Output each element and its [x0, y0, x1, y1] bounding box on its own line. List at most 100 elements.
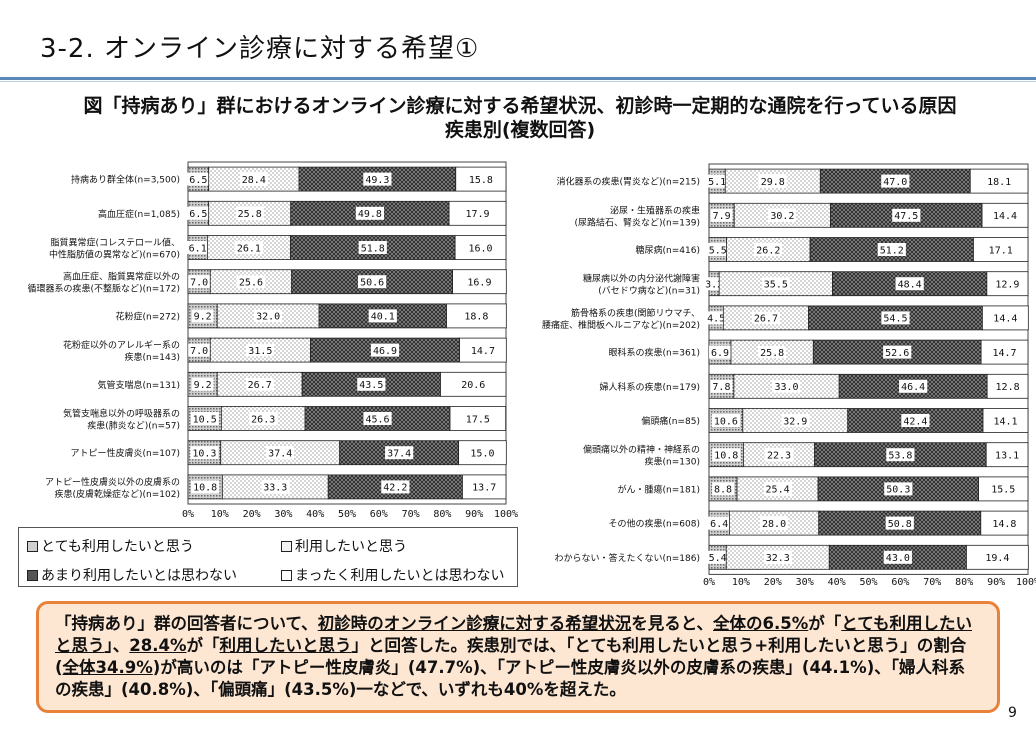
value-label-bg	[188, 343, 211, 357]
value-label: 14.1	[993, 416, 1017, 427]
x-tick-label: 0%	[703, 577, 715, 588]
category-label: 持病あり群全体(n=3,500)	[71, 174, 180, 186]
legend-item-willing: 利用したいと思う	[281, 536, 407, 556]
value-label-bg	[187, 206, 210, 220]
value-label-bg	[187, 172, 210, 186]
value-label: 52.6	[885, 348, 909, 359]
x-tick-label: 80%	[955, 577, 973, 588]
x-tick-label: 10%	[211, 509, 229, 520]
value-label-bg	[772, 379, 801, 393]
value-label: 46.4	[901, 382, 925, 393]
summary-segment: を見ると、	[631, 614, 714, 633]
value-label-bg	[881, 311, 910, 325]
value-label-bg	[881, 174, 910, 188]
bar-segment	[310, 337, 460, 363]
charts-canvas: 持病あり群全体(n=3,500) 6.5 28.4 49.3 15.8 高血圧症(n=1,…	[28, 161, 1036, 588]
value-label: 13.1	[995, 451, 1019, 462]
value-label-bg	[990, 208, 1020, 222]
summary-segment: 」と回答した。	[351, 636, 468, 655]
value-label: 42.2	[383, 483, 407, 494]
value-label-bg	[883, 345, 912, 359]
value-label-bg	[463, 206, 492, 220]
legend-swatch-willing	[281, 540, 292, 552]
value-label-bg	[266, 446, 295, 460]
value-label-bg	[763, 550, 792, 564]
x-tick-label: 20%	[243, 509, 261, 520]
value-label: 25.8	[238, 209, 262, 220]
summary-box: 「持病あり」群の回答者について、初診時のオンライン診療に対する希望状況を見ると、…	[36, 601, 1000, 713]
summary-segment: 」、	[104, 636, 130, 655]
legend-label: まったく利用したいとは思わない	[295, 568, 505, 584]
category-label: (尿路結石、腎炎など)(n=139)	[575, 216, 700, 228]
value-label-bg	[899, 379, 928, 393]
value-label-bg	[706, 243, 729, 256]
value-label-bg	[236, 275, 266, 289]
value-label-bg	[463, 412, 492, 425]
value-label-bg	[710, 208, 733, 222]
legend-label: とても利用したいと思う	[41, 539, 194, 555]
summary-segment: 28.4%	[129, 636, 187, 655]
x-tick-label: 30%	[796, 577, 814, 588]
value-label-bg	[884, 482, 913, 496]
value-label: 14.8	[992, 519, 1016, 530]
value-label-bg	[993, 448, 1022, 462]
figure-title-line1: 図「持病あり」群におけるオンライン診療に対する希望状況、初診時一定期的な通院を行…	[83, 95, 957, 117]
value-label: 14.4	[993, 314, 1017, 325]
value-label: 4.5	[707, 314, 725, 325]
value-label: 50.8	[888, 519, 912, 530]
summary-segment: 初診時のオンライン診療に対する希望状況	[317, 614, 632, 633]
value-label: 47.0	[883, 177, 907, 188]
category-label: (バセドウ病など)(n=31)	[598, 285, 700, 297]
value-label-bg	[990, 516, 1019, 530]
value-label-bg	[706, 550, 729, 564]
value-label: 28.0	[762, 519, 786, 530]
plot-frame	[708, 163, 1029, 575]
value-label: 26.3	[251, 414, 275, 425]
x-tick-label: 0%	[182, 509, 194, 520]
value-label-bg	[358, 241, 387, 254]
value-label-bg	[465, 275, 494, 289]
value-label: 16.0	[469, 243, 493, 254]
value-label: 10.8	[714, 451, 738, 462]
value-label: 54.5	[883, 314, 907, 325]
legend-label: あまり利用したいとは思わない	[41, 568, 237, 584]
value-label: 3.2	[705, 280, 723, 291]
value-label-bg	[758, 174, 787, 188]
figure-title: 図「持病あり」群におけるオンライン診療に対する希望状況、初診時一定期的な通院を行…	[40, 94, 1000, 142]
title-divider-thin	[0, 81, 1036, 82]
x-tick-label: 40%	[828, 577, 846, 588]
summary-segment: が「	[808, 614, 842, 633]
value-label: 32.0	[256, 312, 280, 323]
value-label-bg	[188, 275, 211, 289]
summary-segment: 疾患別では、「とても利用したいと思う+利用したいと思う」の割合(	[55, 636, 967, 677]
value-label: 10.5	[193, 414, 217, 425]
category-label: 疾患(皮膚乾燥症など)(n=102)	[55, 488, 180, 500]
value-label-bg	[235, 206, 264, 220]
value-label: 15.5	[991, 485, 1015, 496]
value-label-bg	[246, 343, 275, 357]
value-label-bg	[234, 241, 263, 254]
category-label: 花粉症(n=272)	[116, 310, 180, 322]
x-tick-label: 10%	[732, 577, 750, 588]
value-label-bg	[358, 275, 387, 289]
value-label-bg	[466, 241, 495, 254]
value-label-bg	[706, 174, 729, 188]
value-label: 17.5	[466, 414, 490, 425]
value-label-bg	[761, 277, 790, 291]
value-label: 51.8	[361, 243, 385, 254]
figure-title-line2: 疾患別(複数回答)	[444, 119, 596, 141]
category-label: 高血圧症、脂質異常症以外の	[63, 271, 180, 283]
value-label-bg	[759, 516, 789, 530]
legend-swatch-not-at-all-willing	[281, 569, 292, 581]
value-label: 29.8	[761, 177, 785, 188]
value-label-bg	[363, 172, 392, 186]
category-label: 偏頭痛(n=85)	[641, 415, 700, 427]
value-label: 26.7	[248, 380, 272, 391]
value-label: 6.5	[189, 175, 207, 186]
value-label-bg	[468, 343, 498, 357]
value-label-bg	[758, 345, 787, 359]
value-label: 16.9	[467, 278, 491, 289]
value-label: 13.7	[472, 483, 496, 494]
value-label-bg	[711, 414, 741, 427]
value-label-bg	[191, 377, 214, 391]
